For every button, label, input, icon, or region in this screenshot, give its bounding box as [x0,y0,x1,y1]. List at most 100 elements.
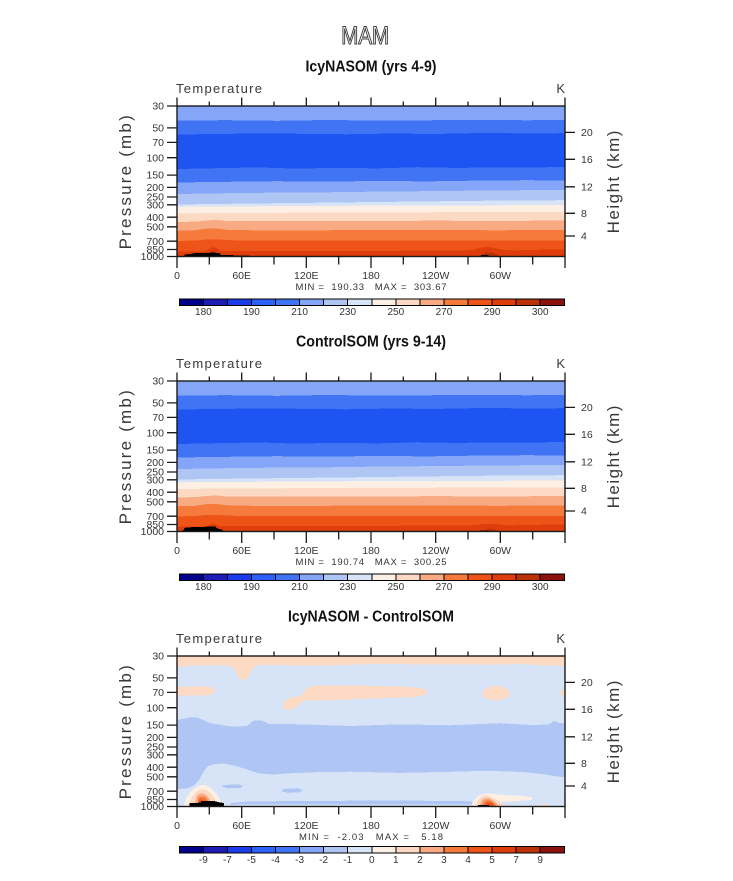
svg-text:-3: -3 [295,855,304,866]
svg-text:200: 200 [146,182,164,194]
svg-text:30: 30 [152,100,164,112]
svg-text:12: 12 [581,456,593,468]
svg-text:60W: 60W [490,545,512,557]
svg-text:200: 200 [146,457,164,469]
svg-text:150: 150 [146,169,164,181]
svg-text:50: 50 [152,673,164,685]
svg-text:60E: 60E [232,820,251,832]
svg-text:-4: -4 [271,855,280,866]
svg-text:300: 300 [146,474,164,486]
svg-text:4: 4 [581,505,587,517]
svg-text:120E: 120E [294,545,319,557]
svg-text:Pressure (mb): Pressure (mb) [116,113,135,249]
svg-text:120E: 120E [294,270,319,282]
svg-text:300: 300 [532,307,549,318]
svg-text:200: 200 [146,732,164,744]
svg-text:700: 700 [146,786,164,798]
svg-text:70: 70 [152,687,164,699]
svg-text:70: 70 [152,412,164,424]
svg-text:8: 8 [581,483,587,495]
svg-text:180: 180 [195,582,212,593]
svg-text:IcyNASOM (yrs 4-9): IcyNASOM (yrs 4-9) [306,58,437,75]
svg-text:K: K [556,356,565,371]
svg-text:Temperature: Temperature [176,356,263,371]
svg-text:7: 7 [513,855,519,866]
svg-text:ControlSOM (yrs 9-14): ControlSOM (yrs 9-14) [296,333,446,350]
svg-text:1000: 1000 [141,801,165,813]
svg-text:120W: 120W [422,820,450,832]
svg-text:290: 290 [484,582,501,593]
svg-text:3: 3 [441,855,447,866]
svg-text:20: 20 [581,402,593,414]
svg-text:8: 8 [581,758,587,770]
svg-text:30: 30 [152,651,164,663]
svg-text:0: 0 [174,545,180,557]
svg-text:-1: -1 [343,855,352,866]
svg-text:230: 230 [339,582,356,593]
svg-text:270: 270 [436,307,453,318]
svg-text:60E: 60E [232,270,251,282]
svg-text:4: 4 [581,781,587,793]
svg-text:0: 0 [369,855,375,866]
svg-text:120E: 120E [294,820,319,832]
svg-text:-2: -2 [319,855,328,866]
svg-text:150: 150 [146,445,164,457]
svg-text:500: 500 [146,221,164,233]
svg-text:70: 70 [152,137,164,149]
svg-text:180: 180 [195,307,212,318]
svg-text:700: 700 [146,511,164,523]
svg-text:250: 250 [146,742,164,754]
svg-text:30: 30 [152,375,164,387]
svg-text:-5: -5 [247,855,256,866]
svg-text:4: 4 [581,230,587,242]
svg-text:180: 180 [362,270,380,282]
svg-text:250: 250 [146,191,164,203]
svg-text:60E: 60E [232,545,251,557]
svg-text:0: 0 [174,820,180,832]
svg-text:Height (km): Height (km) [604,129,623,233]
svg-text:210: 210 [291,307,308,318]
svg-text:4: 4 [465,855,471,866]
svg-text:100: 100 [146,152,164,164]
svg-text:850: 850 [146,519,164,531]
svg-text:180: 180 [362,545,380,557]
svg-text:-9: -9 [199,855,208,866]
svg-text:210: 210 [291,582,308,593]
svg-text:Height (km): Height (km) [604,679,623,783]
svg-text:16: 16 [581,429,593,441]
svg-text:300: 300 [146,750,164,762]
svg-text:Height (km): Height (km) [604,404,623,508]
svg-text:300: 300 [146,199,164,211]
svg-text:60W: 60W [490,270,512,282]
svg-text:2: 2 [417,855,423,866]
svg-text:190: 190 [243,582,260,593]
svg-text:IcyNASOM - ControlSOM: IcyNASOM - ControlSOM [288,609,454,626]
svg-text:0: 0 [174,270,180,282]
svg-text:120W: 120W [422,270,450,282]
svg-text:270: 270 [436,582,453,593]
svg-text:60W: 60W [490,820,512,832]
svg-text:400: 400 [146,762,164,774]
svg-text:1: 1 [393,855,399,866]
svg-text:K: K [556,81,565,96]
svg-text:Temperature: Temperature [176,631,263,646]
svg-text:250: 250 [387,307,404,318]
svg-text:16: 16 [581,704,593,716]
svg-text:1000: 1000 [141,526,165,538]
svg-text:20: 20 [581,127,593,139]
svg-text:850: 850 [146,244,164,256]
svg-text:400: 400 [146,487,164,499]
svg-text:Pressure (mb): Pressure (mb) [116,663,135,799]
svg-text:MIN = 190.74 MAX = 300.25: MIN = 190.74 MAX = 300.25 [296,557,447,568]
svg-text:5: 5 [489,855,495,866]
svg-text:MIN = 190.33 MAX = 303.67: MIN = 190.33 MAX = 303.67 [296,282,447,293]
svg-text:K: K [556,631,565,646]
svg-text:250: 250 [387,582,404,593]
svg-text:9: 9 [537,855,543,866]
svg-text:8: 8 [581,207,587,219]
svg-text:180: 180 [362,820,380,832]
svg-text:100: 100 [146,427,164,439]
svg-text:300: 300 [532,582,549,593]
svg-text:100: 100 [146,702,164,714]
svg-text:50: 50 [152,122,164,134]
